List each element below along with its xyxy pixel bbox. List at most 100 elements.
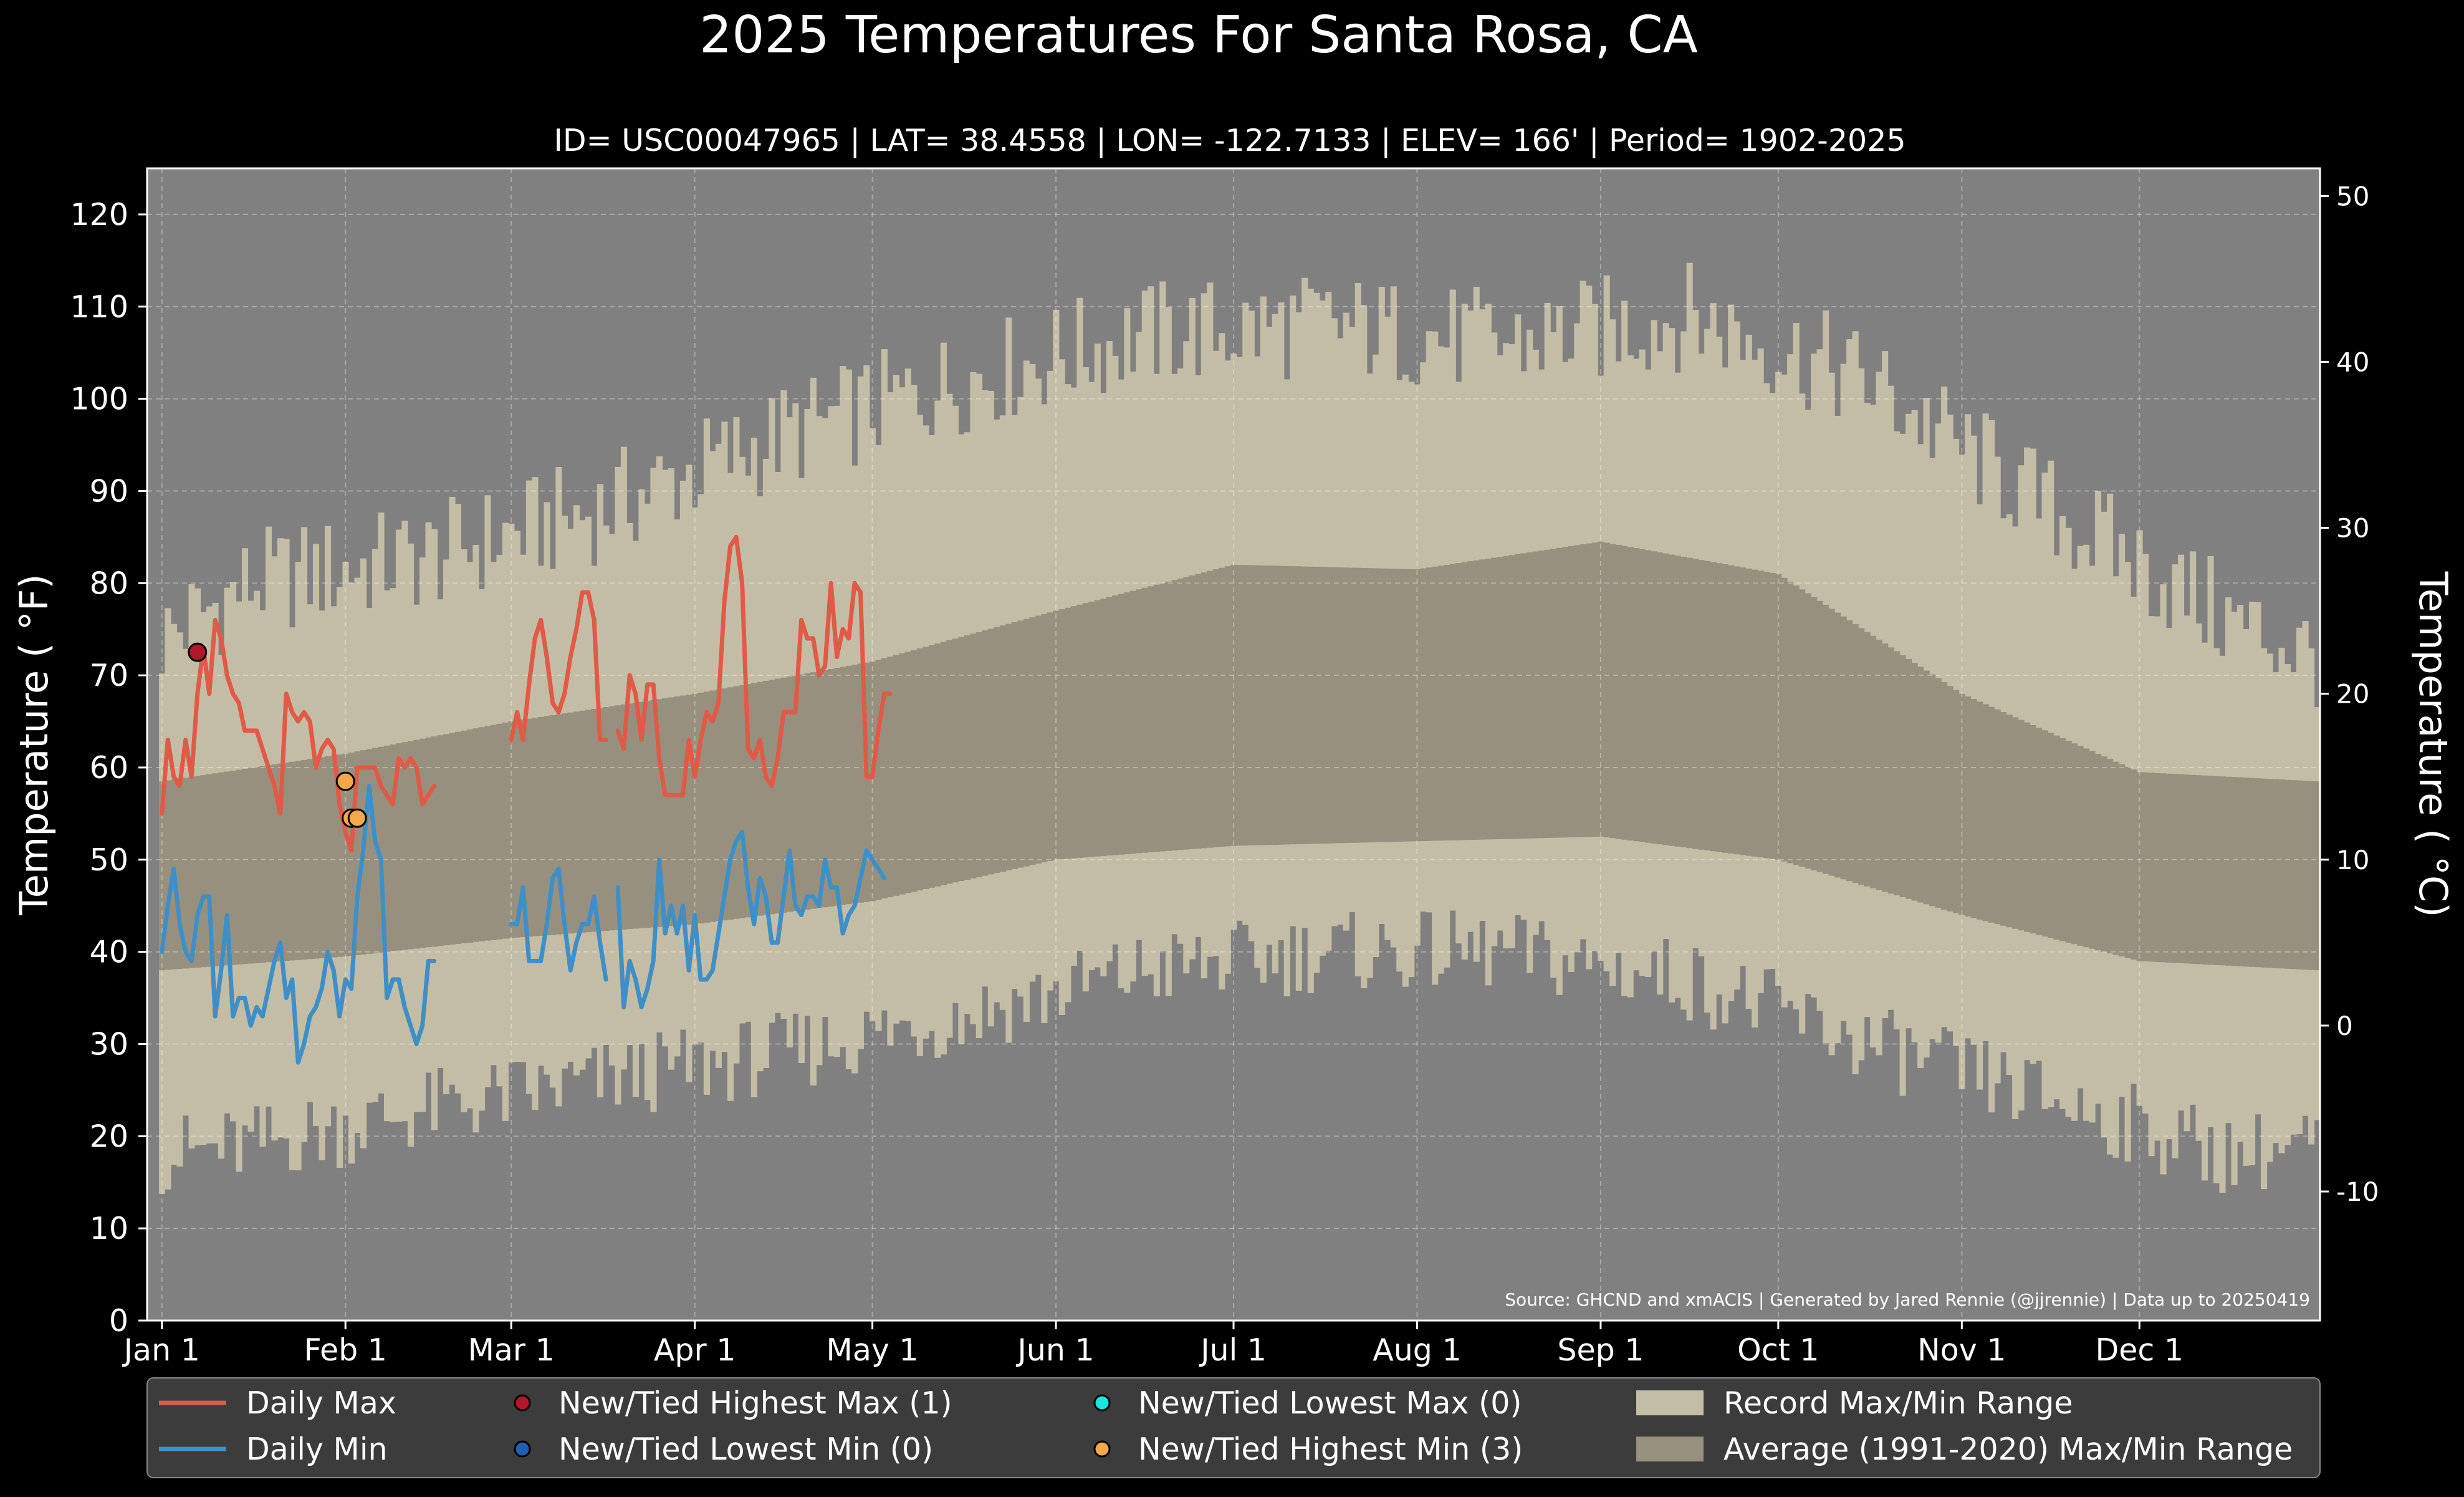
normal-range-bar xyxy=(1058,609,1065,860)
normal-range-bar xyxy=(958,637,965,882)
normal-range-bar xyxy=(300,759,308,960)
normal-range-bar xyxy=(1118,594,1124,855)
normal-range-bar xyxy=(774,678,781,914)
normal-range-bar xyxy=(1609,544,1616,839)
legend-swatch-patch xyxy=(1636,1437,1704,1461)
legend-label: New/Tied Highest Max (1) xyxy=(558,1385,952,1421)
normal-range-bar xyxy=(1828,609,1835,876)
daily-min-line xyxy=(160,784,437,1065)
chart-subtitle: ID= USC00047965 | LAT= 38.4558 | LON= -1… xyxy=(554,123,1906,158)
normal-range-bar xyxy=(395,743,403,951)
daily-max-line xyxy=(160,617,437,853)
normal-range-bar xyxy=(638,701,645,928)
normal-range-bar xyxy=(2225,776,2232,966)
normal-range-bar xyxy=(2041,730,2048,936)
normal-range-bar xyxy=(1485,558,1492,840)
legend-label: Average (1991-2020) Max/Min Range xyxy=(1723,1432,2293,1467)
normal-range-bar xyxy=(2065,741,2072,943)
normal-range-bar xyxy=(1947,686,1953,912)
normal-range-bar xyxy=(1598,541,1604,837)
normal-range-bar xyxy=(1757,570,1764,858)
normal-range-bar xyxy=(845,665,852,905)
normal-range-bar xyxy=(241,769,249,965)
normal-range-bar xyxy=(407,741,415,950)
normal-range-bar xyxy=(2190,774,2197,964)
normal-range-bar xyxy=(810,672,817,909)
normal-range-bar xyxy=(1591,542,1598,837)
normal-range-bar xyxy=(544,716,550,936)
normal-range-bar xyxy=(1621,546,1628,840)
normal-range-bar xyxy=(940,642,947,885)
normal-range-bar xyxy=(1414,569,1421,842)
normal-range-bar xyxy=(330,755,337,958)
normal-range-bar xyxy=(419,738,426,948)
normal-range-bar xyxy=(1420,568,1427,841)
normal-range-bar xyxy=(1390,569,1397,842)
normal-range-bar xyxy=(603,707,610,931)
normal-range-bar xyxy=(354,751,361,955)
x-tick-label: Oct 1 xyxy=(1737,1332,1819,1368)
normal-range-bar xyxy=(1538,551,1545,839)
normal-range-bar xyxy=(697,692,704,924)
daily-max-line xyxy=(509,590,608,743)
normal-range-bar xyxy=(2095,754,2102,951)
y-left-tick-label: 120 xyxy=(70,197,128,233)
normal-range-bar xyxy=(1212,569,1219,847)
normal-range-bar xyxy=(934,643,941,887)
normal-range-bar xyxy=(1307,566,1314,844)
normal-range-bar xyxy=(1183,577,1190,850)
normal-range-bar xyxy=(2237,777,2244,966)
normal-range-bar xyxy=(437,735,444,946)
normal-range-bar xyxy=(165,780,171,970)
normal-range-bar xyxy=(1657,552,1664,845)
normal-range-bar xyxy=(1834,612,1841,878)
record-markers xyxy=(188,642,367,828)
normal-range-bar xyxy=(484,726,491,941)
normal-range-bar xyxy=(1461,562,1468,840)
normal-range-bar xyxy=(342,753,349,957)
normal-range-bar xyxy=(1219,567,1225,847)
normal-range-bar xyxy=(2213,776,2220,965)
y-left-tick-label: 40 xyxy=(90,935,128,970)
normal-range-bar xyxy=(1994,709,2001,925)
normal-range-bar xyxy=(2006,715,2013,928)
normal-range-bar xyxy=(194,776,201,968)
legend: Daily Max Daily Min New/Tied Highest Max (… xyxy=(146,1377,2321,1478)
normal-range-bar xyxy=(757,681,764,916)
normal-range-bar xyxy=(1929,674,1936,907)
normal-range-bar xyxy=(1136,589,1143,854)
normal-range-bar xyxy=(1811,597,1818,870)
normal-range-bar xyxy=(1728,565,1735,854)
normal-range-bar xyxy=(1816,600,1823,872)
normal-range-bar xyxy=(1053,610,1060,860)
normal-range-bar xyxy=(1165,581,1172,851)
normal-range-bar xyxy=(579,710,586,933)
y-axis-right-label: Temperature ( °C) xyxy=(2410,571,2456,918)
normal-range-bar xyxy=(691,693,698,925)
normal-range-bar xyxy=(2131,769,2137,960)
normal-range-bar xyxy=(656,699,663,927)
normal-range-bar xyxy=(206,774,213,967)
legend-swatch-marker xyxy=(514,1440,531,1458)
normal-range-bar xyxy=(679,695,686,925)
normal-range-bar xyxy=(1384,568,1391,842)
normal-range-bar xyxy=(1793,585,1800,865)
normal-range-bar xyxy=(2166,773,2173,963)
normal-range-bar xyxy=(2107,759,2114,954)
normal-range-bar xyxy=(182,777,189,969)
normal-range-bar xyxy=(608,706,615,931)
normal-range-bar xyxy=(1479,559,1486,840)
normal-range-bar xyxy=(1639,549,1646,842)
normal-range-bar xyxy=(1260,565,1267,845)
normal-range-bar xyxy=(822,670,828,908)
normal-range-bar xyxy=(2184,774,2190,964)
normal-range-bar xyxy=(1692,559,1699,849)
normal-range-bar xyxy=(833,668,840,906)
y-right-tick-label: 30 xyxy=(2336,513,2369,544)
normal-range-bar xyxy=(2071,743,2078,945)
plot-area: Source: GHCND and xmACIS | Generated by … xyxy=(146,167,2321,1322)
normal-range-bar xyxy=(1852,624,1859,883)
y-right-tick-label: -10 xyxy=(2336,1177,2379,1207)
normal-range-bar xyxy=(1354,567,1361,843)
normal-range-bar xyxy=(2172,774,2179,963)
